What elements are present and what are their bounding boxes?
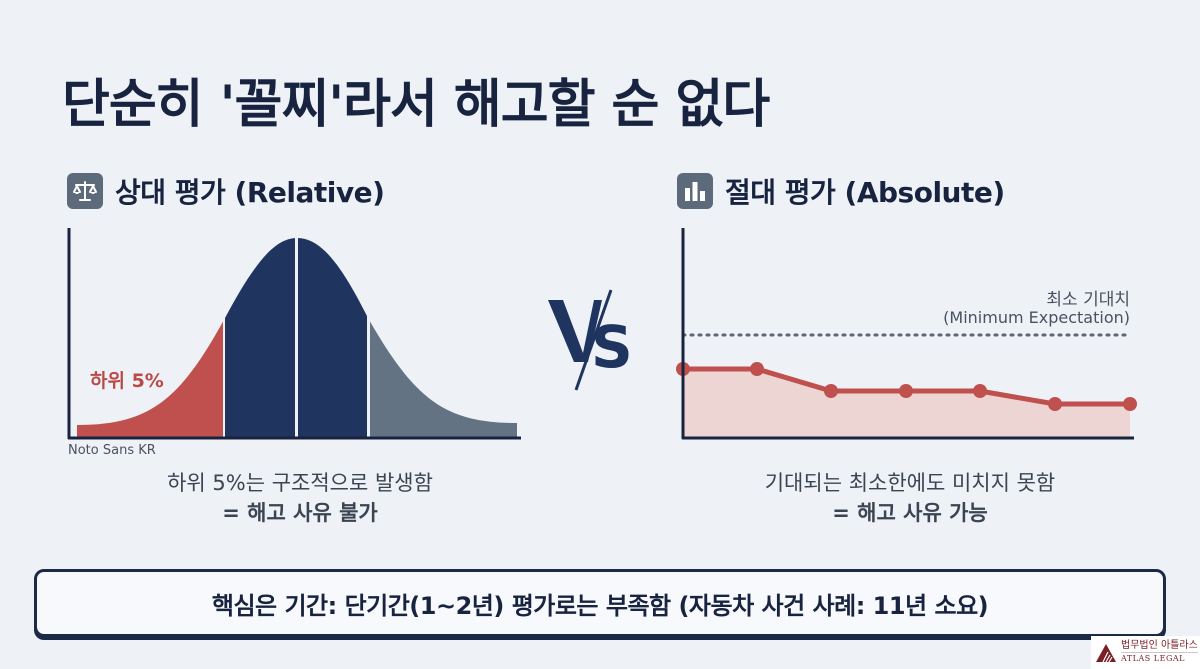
bar-chart-icon (677, 173, 713, 209)
vs-icon: S (548, 289, 633, 391)
relative-caption-line2: = 해고 사유 불가 (222, 501, 378, 525)
absolute-heading: 절대 평가 (Absolute) (677, 168, 1005, 214)
page-title: 단순히 '꼴찌'라서 해고할 순 없다 (62, 75, 770, 135)
atlas-legal-logo: 법무법인 아틀라스 ATLAS LEGAL (1091, 636, 1200, 669)
relative-heading: 상대 평가 (Relative) (67, 168, 385, 214)
performance-points (676, 362, 1137, 411)
absolute-caption-line2: = 해고 사유 가능 (832, 501, 988, 525)
absolute-title: 절대 평가 (Absolute) (725, 176, 1005, 209)
middle-right-segment (298, 238, 367, 437)
logo-korean: 법무법인 아틀라스 (1121, 640, 1198, 651)
bottom-5-label: 하위 5% (90, 370, 164, 392)
threshold-label-ko: 최소 기대치 (1046, 290, 1130, 310)
upper-segment (370, 238, 517, 437)
font-note: Noto Sans KR (68, 443, 156, 458)
absolute-caption: 기대되는 최소한에도 미치지 못함 = 해고 사유 가능 (660, 468, 1160, 528)
logo-english: ATLAS LEGAL (1121, 652, 1198, 665)
summary-box: 핵심은 기간: 단기간(1~2년) 평가로는 부족함 (자동차 사건 사례: 1… (34, 569, 1166, 637)
threshold-label-en: (Minimum Expectation) (943, 308, 1130, 327)
scale-icon (67, 173, 103, 209)
relative-caption: 하위 5%는 구조적으로 발생함 = 해고 사유 불가 (60, 468, 540, 528)
bottom-tail-segment (77, 238, 223, 437)
relative-title: 상대 평가 (Relative) (115, 176, 385, 209)
atlas-logo-icon (1096, 643, 1116, 662)
summary-text: 핵심은 기간: 단기간(1~2년) 평가로는 부족함 (자동차 사건 사례: 1… (211, 591, 989, 620)
absolute-caption-line1: 기대되는 최소한에도 미치지 못함 (764, 471, 1056, 495)
bell-curve (77, 238, 517, 437)
performance-area (683, 369, 1130, 437)
middle-left-segment (225, 238, 295, 437)
svg-text:S: S (591, 313, 633, 381)
relative-caption-line1: 하위 5%는 구조적으로 발생함 (167, 471, 433, 495)
